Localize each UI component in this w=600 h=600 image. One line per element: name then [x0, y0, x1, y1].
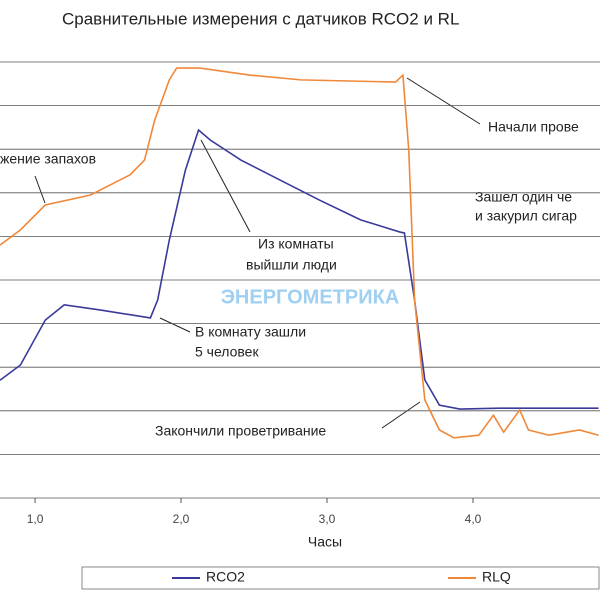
annotation: В комнату зашли: [195, 324, 306, 340]
legend-label: RLQ: [482, 569, 511, 585]
legend-box: [81, 566, 600, 590]
annotation: Из комнаты: [258, 236, 334, 252]
leader-line: [159, 317, 191, 333]
x-tick-label: 2,0: [173, 512, 190, 526]
legend-label: RCO2: [206, 569, 245, 585]
leader-line: [34, 175, 46, 204]
annotation: Закончили проветривание: [155, 423, 326, 439]
leader-lines: [34, 77, 481, 429]
annotation: выйшли люди: [246, 257, 337, 273]
leader-line: [381, 401, 421, 429]
leader-line: [406, 77, 481, 125]
annotation: и закурил сигар: [475, 208, 577, 224]
x-tick-label: 1,0: [27, 512, 44, 526]
x-axis-label: Часы: [308, 534, 342, 550]
x-tick-label: 3,0: [319, 512, 336, 526]
leader-line: [200, 139, 251, 233]
chart-title: Сравнительные измерения с датчиков RCO2 …: [62, 9, 459, 28]
annotation: жение запахов: [0, 151, 96, 167]
series-line: [0, 128, 599, 410]
watermark: ЭНЕРГОМЕТРИКА: [221, 286, 400, 308]
series-line: [0, 67, 599, 439]
annotation: 5 человек: [195, 344, 259, 360]
annotation: Зашел один че: [475, 189, 572, 205]
x-tick-label: 4,0: [465, 512, 482, 526]
annotation: Начали прове: [488, 119, 579, 135]
